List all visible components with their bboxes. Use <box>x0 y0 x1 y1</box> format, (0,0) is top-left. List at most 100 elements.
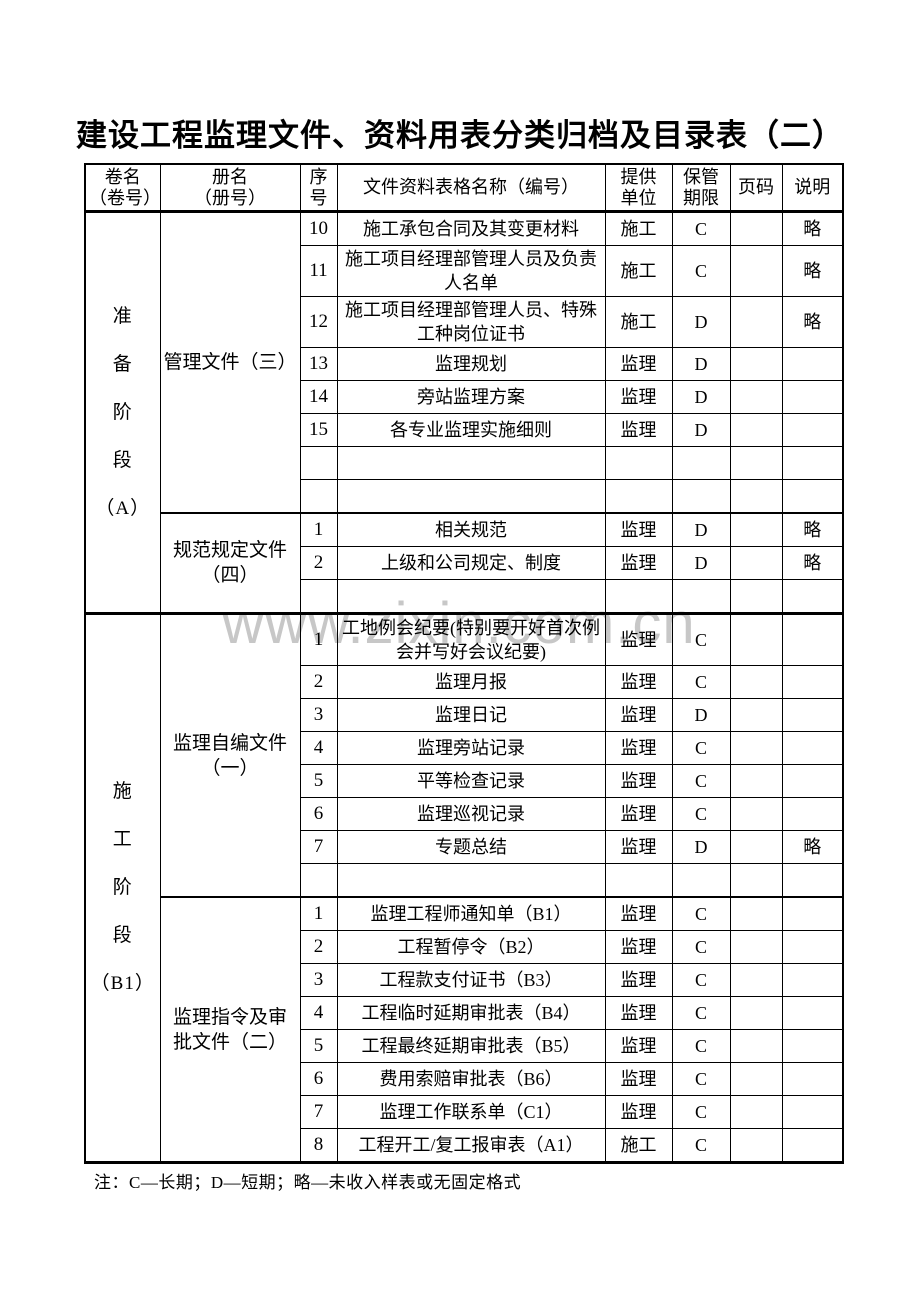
row-provider: 监理 <box>604 930 673 964</box>
row-remark <box>781 579 844 614</box>
row-remark <box>781 896 844 931</box>
row-page-no <box>729 296 783 348</box>
row-serial: 1 <box>299 612 338 666</box>
page-title: 建设工程监理文件、资料用表分类归档及目录表（二） <box>76 118 844 153</box>
row-serial: 12 <box>299 296 338 348</box>
row-doc-name: 相关规范 <box>336 512 606 547</box>
row-remark <box>781 413 844 447</box>
row-doc-name: 上级和公司规定、制度 <box>336 546 606 580</box>
row-provider: 监理 <box>604 1029 673 1063</box>
table-row <box>85 863 844 898</box>
table-row: 规范规定文件 （四） 1 相关规范 监理 D 略 <box>85 512 844 614</box>
row-retention: D <box>671 296 731 348</box>
row-doc-name: 工程临时延期审批表（B4） <box>336 996 606 1030</box>
row-provider: 监理 <box>604 731 673 765</box>
table-row: 6 费用索赔审批表（B6） 监理 C <box>85 1062 844 1096</box>
row-remark: 略 <box>781 512 844 547</box>
row-serial <box>299 446 338 480</box>
row-page-no <box>729 1062 783 1096</box>
volume-name: 施 工 阶 段 （B1） <box>84 612 161 1163</box>
row-serial <box>299 579 338 614</box>
row-retention: C <box>671 930 731 964</box>
row-provider: 监理 <box>604 380 673 414</box>
row-page-no <box>729 1095 783 1129</box>
row-serial: 7 <box>299 1095 338 1129</box>
row-remark <box>781 347 844 381</box>
row-doc-name: 监理旁站记录 <box>336 731 606 765</box>
row-remark: 略 <box>781 245 844 297</box>
row-provider: 监理 <box>604 1062 673 1096</box>
row-page-no <box>729 830 783 864</box>
row-doc-name <box>336 579 606 614</box>
row-retention: C <box>671 996 731 1030</box>
row-page-no <box>729 413 783 447</box>
row-provider: 施工 <box>604 296 673 348</box>
row-serial: 4 <box>299 996 338 1030</box>
row-remark <box>781 665 844 699</box>
row-serial: 5 <box>299 764 338 798</box>
col-header-book: 册名 （册号） <box>159 163 301 212</box>
row-page-no <box>729 731 783 765</box>
col-header-volume: 卷名 （卷号） <box>84 163 161 212</box>
row-remark <box>781 380 844 414</box>
book-name: 监理指令及审 批文件（二） <box>159 896 301 1163</box>
table-row: 6 监理巡视记录 监理 C <box>85 797 844 831</box>
row-doc-name: 施工承包合同及其变更材料 <box>336 210 606 246</box>
row-serial: 2 <box>299 665 338 699</box>
row-provider: 监理 <box>604 896 673 931</box>
row-retention: D <box>671 380 731 414</box>
row-retention: C <box>671 797 731 831</box>
row-doc-name: 旁站监理方案 <box>336 380 606 414</box>
row-doc-name <box>336 446 606 480</box>
col-header-provider: 提供 单位 <box>604 163 673 212</box>
row-provider: 施工 <box>604 210 673 246</box>
row-retention: C <box>671 612 731 666</box>
row-serial: 3 <box>299 698 338 732</box>
row-serial: 14 <box>299 380 338 414</box>
row-remark <box>781 930 844 964</box>
table-row: 准 备 阶 段 （A） 管理文件（三） 10 施工承包合同及其变更材料 施工 C 略 <box>84 210 844 614</box>
table-row: 4 监理旁站记录 监理 C <box>85 731 844 765</box>
row-provider: 监理 <box>604 830 673 864</box>
row-retention: D <box>671 830 731 864</box>
row-provider: 监理 <box>604 347 673 381</box>
row-page-no <box>729 380 783 414</box>
table-row: 监理指令及审 批文件（二） 1 监理工程师通知单（B1） 监理 C <box>85 896 844 1163</box>
table-row <box>85 579 844 614</box>
row-retention: C <box>671 896 731 931</box>
row-retention: C <box>671 1062 731 1096</box>
row-serial: 7 <box>299 830 338 864</box>
row-retention: C <box>671 210 731 246</box>
row-serial: 1 <box>299 512 338 547</box>
table-row <box>85 479 844 514</box>
table-row <box>85 446 844 480</box>
row-page-no <box>729 764 783 798</box>
row-provider: 监理 <box>604 963 673 997</box>
row-doc-name: 平等检查记录 <box>336 764 606 798</box>
row-retention: D <box>671 546 731 580</box>
row-doc-name: 工程暂停令（B2） <box>336 930 606 964</box>
table-row: 3 工程款支付证书（B3） 监理 C <box>85 963 844 997</box>
row-doc-name: 监理规划 <box>336 347 606 381</box>
row-serial: 13 <box>299 347 338 381</box>
row-retention: D <box>671 413 731 447</box>
col-header-page-no: 页码 <box>729 163 783 212</box>
row-serial: 15 <box>299 413 338 447</box>
table-row: 8 工程开工/复工报审表（A1） 施工 C <box>85 1128 844 1163</box>
row-page-no <box>729 579 783 614</box>
row-provider: 监理 <box>604 996 673 1030</box>
row-provider <box>604 579 673 614</box>
row-retention <box>671 863 731 898</box>
row-retention: D <box>671 512 731 547</box>
row-doc-name: 监理巡视记录 <box>336 797 606 831</box>
row-provider: 监理 <box>604 665 673 699</box>
row-doc-name: 工地例会纪要(特别要开好首次例会并写好会议纪要) <box>336 612 606 666</box>
row-retention: C <box>671 731 731 765</box>
row-page-no <box>729 1128 783 1163</box>
row-page-no <box>729 698 783 732</box>
row-doc-name <box>336 479 606 514</box>
row-retention <box>671 579 731 614</box>
row-serial: 8 <box>299 1128 338 1163</box>
header-row: 卷名 （卷号） 册名 （册号） 序 号 文件资料表格名称（编号） 提供 单位 保… <box>84 163 844 212</box>
